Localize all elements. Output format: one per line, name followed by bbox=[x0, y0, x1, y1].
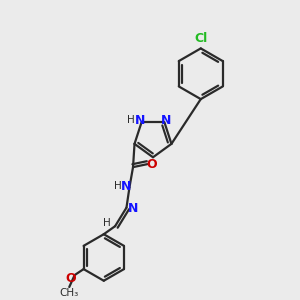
Text: O: O bbox=[146, 158, 157, 171]
Text: N: N bbox=[121, 180, 131, 193]
Text: H: H bbox=[103, 218, 111, 228]
Text: N: N bbox=[161, 115, 171, 128]
Text: H: H bbox=[127, 115, 135, 125]
Text: Cl: Cl bbox=[195, 32, 208, 45]
Text: N: N bbox=[128, 202, 138, 215]
Text: H: H bbox=[114, 181, 122, 191]
Text: CH₃: CH₃ bbox=[60, 288, 79, 298]
Text: O: O bbox=[66, 272, 76, 285]
Text: N: N bbox=[135, 115, 145, 128]
